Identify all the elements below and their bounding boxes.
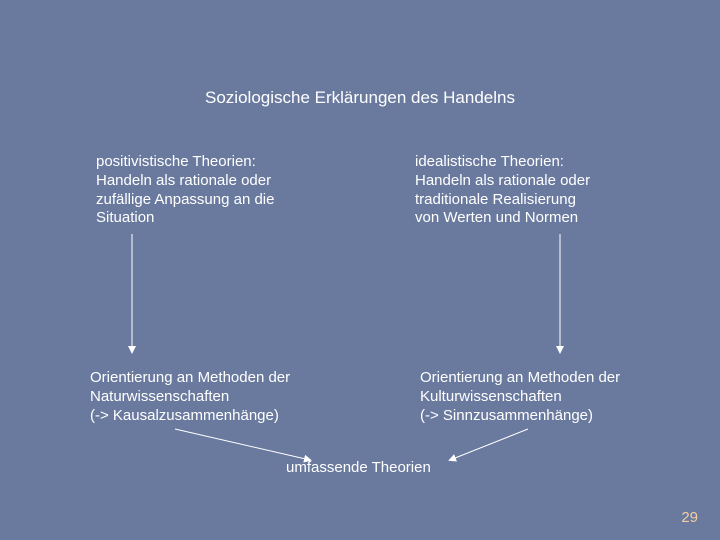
arrow-diag-right-icon: [0, 0, 720, 540]
page-number: 29: [681, 509, 698, 526]
slide: Soziologische Erklärungen des Handelns p…: [0, 0, 720, 540]
